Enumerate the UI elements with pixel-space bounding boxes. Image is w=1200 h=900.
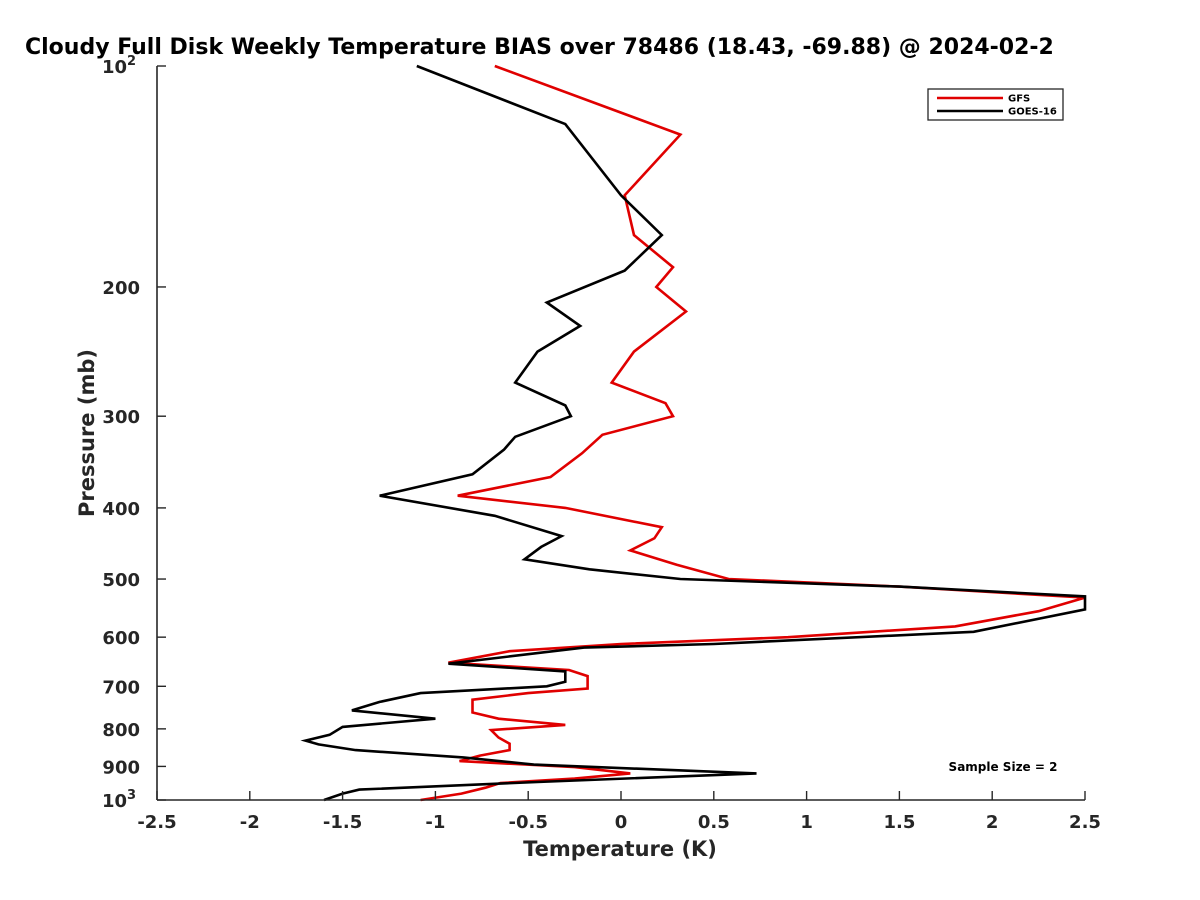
y-tick-label: 200 <box>102 278 140 299</box>
x-tick-label: 2 <box>986 812 999 833</box>
plot-area <box>300 64 1087 802</box>
y-tick-exponent: 3 <box>127 788 136 803</box>
y-tick-label: 600 <box>102 628 140 649</box>
x-tick-label: 1.5 <box>883 812 915 833</box>
x-tick-label: 1 <box>800 812 813 833</box>
y-tick-label: 10 <box>102 791 127 812</box>
y-tick-label: 10 <box>102 57 127 78</box>
y-tick-label: 700 <box>102 677 140 698</box>
x-tick-label: 2.5 <box>1069 812 1101 833</box>
y-tick-label: 400 <box>102 499 140 520</box>
x-tick-label: -1.5 <box>323 812 362 833</box>
y-tick-label: 800 <box>102 720 140 741</box>
x-axis-label: Temperature (K) <box>523 837 717 861</box>
y-axis-label: Pressure (mb) <box>75 349 99 517</box>
sample-size-annotation: Sample Size = 2 <box>949 760 1058 774</box>
x-tick-label: 0 <box>615 812 628 833</box>
y-tick-exponent: 2 <box>127 54 136 69</box>
x-tick-label: -2.5 <box>137 812 176 833</box>
x-tick-label: -0.5 <box>509 812 548 833</box>
legend-box <box>927 88 1064 121</box>
series-line-goes-16 <box>300 64 1087 802</box>
y-tick-label: 300 <box>102 407 140 428</box>
legend: GFS GOES-16 <box>927 88 1064 121</box>
y-tick-label: 500 <box>102 570 140 591</box>
x-tick-label: -1 <box>425 812 445 833</box>
chart-title: Cloudy Full Disk Weekly Temperature BIAS… <box>25 35 1054 60</box>
series-line-gfs <box>420 64 1086 802</box>
legend-label: GOES-16 <box>1008 107 1057 118</box>
axes: -2.5 -2 -1.5 -1 -0.5 0 0.5 1 1.5 2 2.510 2200300400… <box>102 54 1101 833</box>
legend-label: GFS <box>1008 94 1030 105</box>
x-tick-label: 0.5 <box>698 812 730 833</box>
y-tick-label: 900 <box>102 757 140 778</box>
x-tick-label: -2 <box>240 812 260 833</box>
